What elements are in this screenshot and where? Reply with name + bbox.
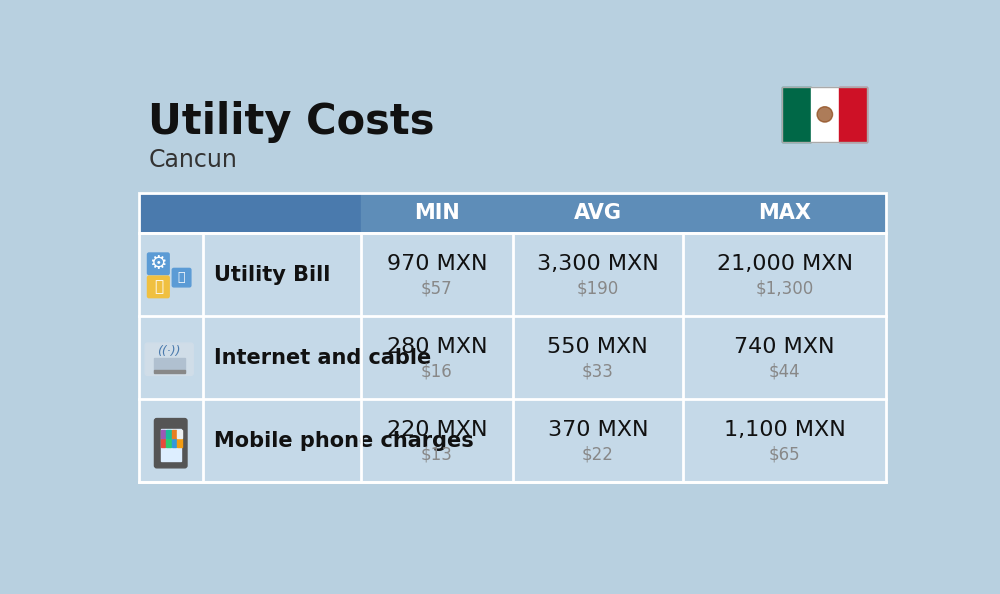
Text: 220 MXN: 220 MXN <box>387 420 487 440</box>
FancyBboxPatch shape <box>172 268 191 287</box>
Bar <box>139 193 361 233</box>
Text: 740 MXN: 740 MXN <box>734 337 835 357</box>
Text: Cancun: Cancun <box>148 148 237 172</box>
Text: $13: $13 <box>421 446 453 464</box>
Bar <box>782 87 867 142</box>
Text: $65: $65 <box>769 446 800 464</box>
Text: 1,100 MXN: 1,100 MXN <box>724 420 845 440</box>
Bar <box>161 440 165 447</box>
Text: Mobile phone charges: Mobile phone charges <box>214 431 474 451</box>
Bar <box>172 430 176 438</box>
Text: Utility Bill: Utility Bill <box>214 264 330 285</box>
FancyBboxPatch shape <box>145 343 193 375</box>
Bar <box>139 193 886 482</box>
Text: $57: $57 <box>421 279 453 298</box>
Text: Utility Costs: Utility Costs <box>148 100 435 143</box>
Bar <box>782 87 811 142</box>
FancyBboxPatch shape <box>147 253 169 274</box>
Bar <box>172 440 176 447</box>
Bar <box>161 430 165 438</box>
FancyBboxPatch shape <box>154 419 187 468</box>
Text: $190: $190 <box>577 279 619 298</box>
Text: Internet and cable: Internet and cable <box>214 347 431 368</box>
Bar <box>166 430 171 438</box>
Bar <box>166 440 171 447</box>
Bar <box>361 193 886 233</box>
Text: $44: $44 <box>769 362 800 381</box>
Text: ((·)): ((·)) <box>157 345 181 358</box>
Circle shape <box>817 107 833 122</box>
Text: $1,300: $1,300 <box>755 279 814 298</box>
Text: 3,300 MXN: 3,300 MXN <box>537 254 659 274</box>
Text: 370 MXN: 370 MXN <box>548 420 648 440</box>
Text: $22: $22 <box>582 446 614 464</box>
Text: $16: $16 <box>421 362 453 381</box>
Bar <box>139 399 886 482</box>
Text: 📋: 📋 <box>178 271 185 284</box>
Text: ⚙: ⚙ <box>150 254 167 273</box>
Text: MAX: MAX <box>758 203 811 223</box>
Text: 🔌: 🔌 <box>154 279 163 295</box>
Bar <box>177 440 182 447</box>
Bar <box>154 370 185 373</box>
Text: $33: $33 <box>582 362 614 381</box>
Bar <box>154 358 185 372</box>
Text: 280 MXN: 280 MXN <box>387 337 487 357</box>
Bar <box>161 428 181 461</box>
FancyBboxPatch shape <box>147 276 169 298</box>
Bar <box>177 430 182 438</box>
Text: 970 MXN: 970 MXN <box>387 254 487 274</box>
Bar <box>839 87 867 142</box>
Text: AVG: AVG <box>574 203 622 223</box>
Bar <box>139 233 886 316</box>
Text: 21,000 MXN: 21,000 MXN <box>717 254 853 274</box>
Bar <box>811 87 839 142</box>
Bar <box>139 316 886 399</box>
Text: 550 MXN: 550 MXN <box>547 337 648 357</box>
Text: MIN: MIN <box>414 203 460 223</box>
